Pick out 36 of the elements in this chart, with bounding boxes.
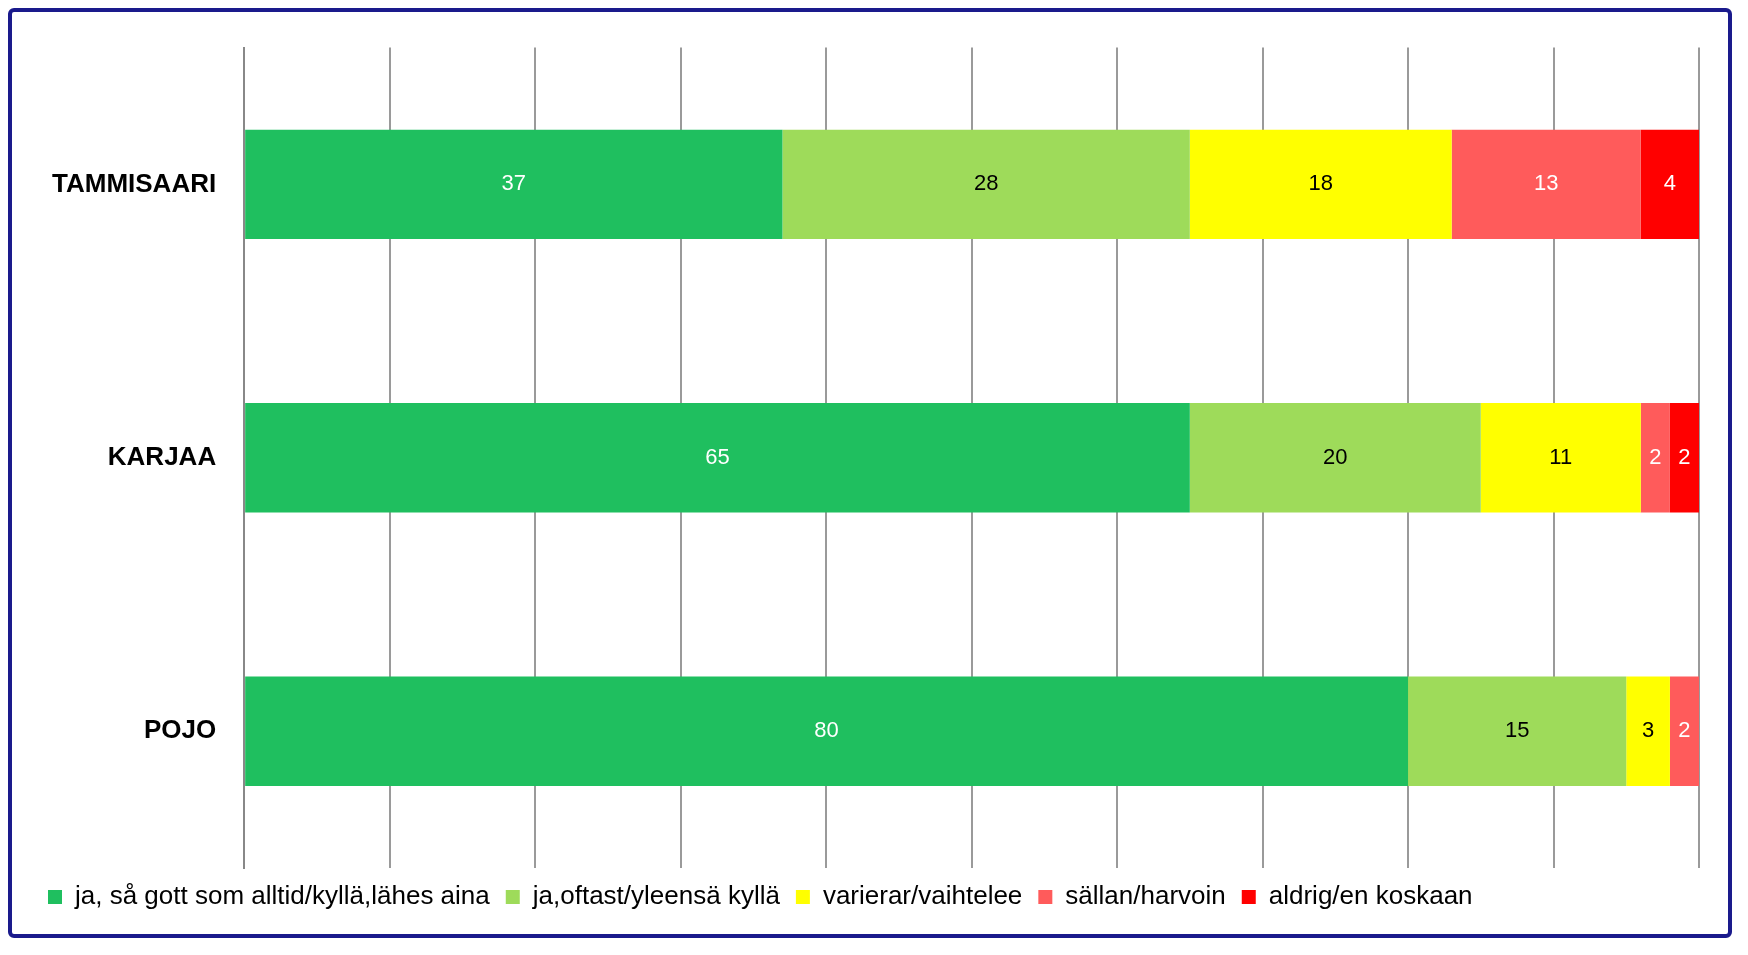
bar xyxy=(1669,676,1699,786)
bar xyxy=(782,129,1190,240)
bar xyxy=(1640,129,1699,240)
data-label: 15 xyxy=(1504,717,1530,743)
bar xyxy=(1640,403,1670,513)
data-label: 20 xyxy=(1323,443,1348,469)
bar xyxy=(1480,403,1641,513)
data-label: 11 xyxy=(1549,443,1573,469)
legend-label: varierar/vaihtelee xyxy=(822,880,1023,911)
data-label: 2 xyxy=(1649,443,1662,469)
y-tick-label: KARJAA xyxy=(107,440,217,471)
bar xyxy=(1451,129,1641,240)
y-tick-label: TAMMISAARI xyxy=(51,167,217,198)
legend-label: ja, så gott som alltid/kyllä,lähes aina xyxy=(74,880,491,911)
legend-label: ja,oftast/yleensä kyllä xyxy=(531,880,781,911)
data-label: 28 xyxy=(973,170,999,196)
bar xyxy=(245,676,1409,786)
data-label: 2 xyxy=(1678,443,1691,469)
data-label: 37 xyxy=(501,170,527,196)
bar xyxy=(1408,676,1627,786)
data-label: 3 xyxy=(1641,717,1655,743)
y-tick-label: POJO xyxy=(143,714,217,745)
bar xyxy=(1626,676,1670,786)
data-label: 4 xyxy=(1663,170,1677,196)
legend-label: aldrig/en koskaan xyxy=(1268,880,1473,911)
bar xyxy=(1189,129,1452,240)
data-label: 2 xyxy=(1678,717,1691,743)
data-label: 13 xyxy=(1534,170,1559,196)
bar xyxy=(1189,403,1481,513)
data-label: 65 xyxy=(705,443,730,469)
legend-label: sällan/harvoin xyxy=(1065,880,1226,911)
data-label: 18 xyxy=(1308,170,1333,196)
bar xyxy=(245,129,783,240)
data-label: 80 xyxy=(814,717,839,743)
bar xyxy=(1669,403,1699,513)
bar xyxy=(245,403,1190,513)
